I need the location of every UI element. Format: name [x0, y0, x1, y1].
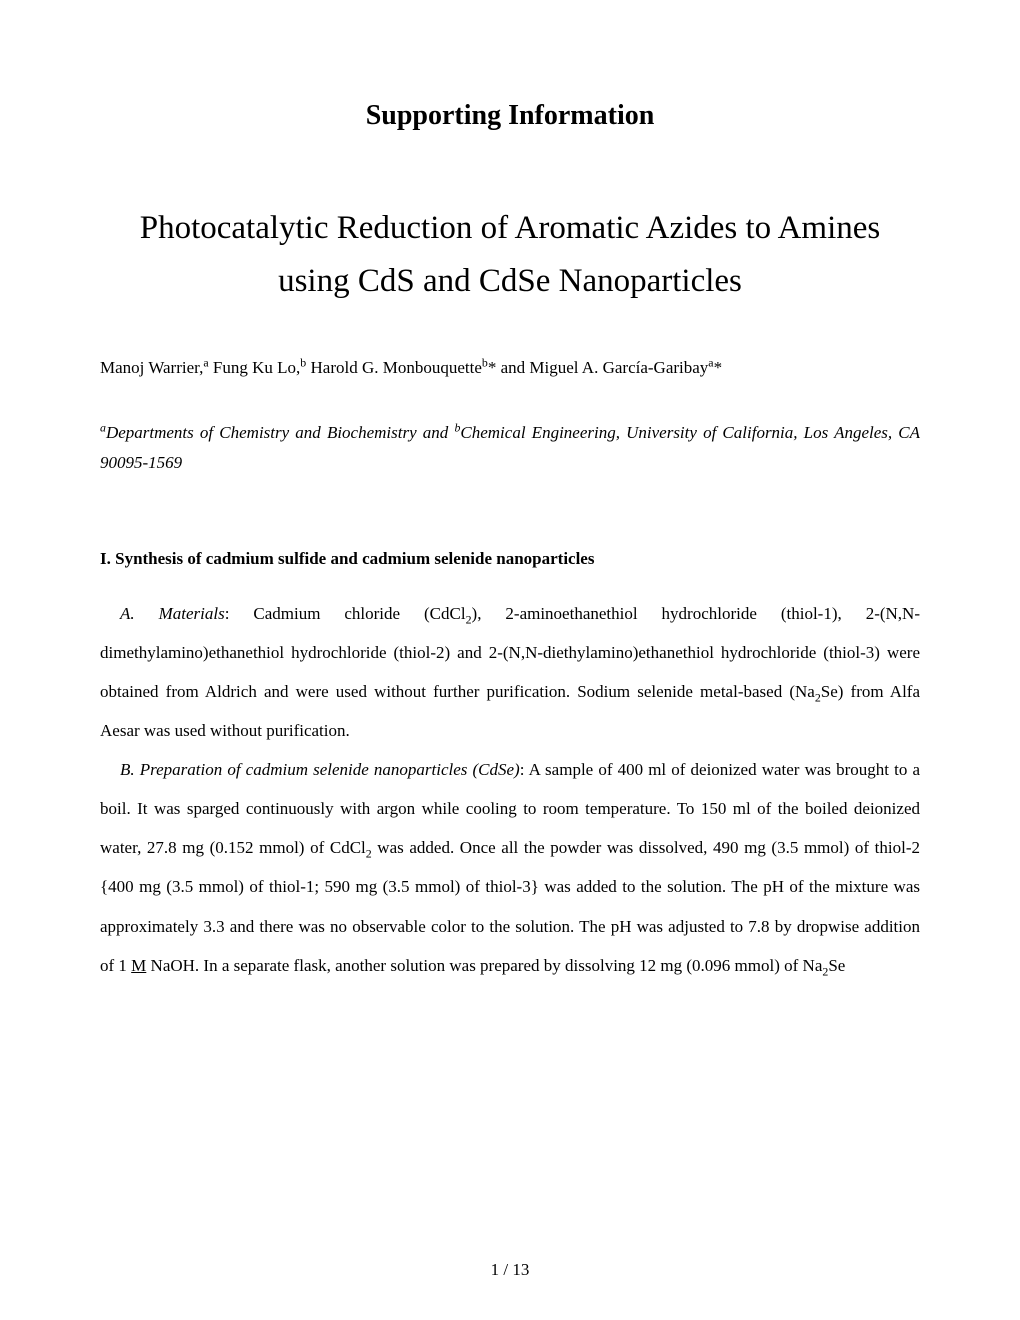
p1-materials-label: A. Materials	[120, 604, 225, 623]
affiliation-text-1: Departments of Chemistry and Biochemistr…	[106, 423, 454, 442]
author-1: Manoj Warrier,	[100, 358, 203, 377]
body-paragraph-2: B. Preparation of cadmium selenide nanop…	[100, 750, 920, 985]
p2-text-4: Se	[828, 956, 845, 975]
section-heading: I. Synthesis of cadmium sulfide and cadm…	[100, 549, 920, 569]
author-4-star: *	[714, 358, 723, 377]
p2-text-2: was added. Once all the powder was disso…	[100, 838, 920, 974]
body-paragraph-1: A. Materials: Cadmium chloride (CdCl2), …	[100, 594, 920, 750]
page-number: 1 / 13	[0, 1260, 1020, 1280]
authors-line: Manoj Warrier,a Fung Ku Lo,b Harold G. M…	[100, 358, 920, 378]
affiliation: aDepartments of Chemistry and Biochemist…	[100, 418, 920, 479]
p1-text-1: : Cadmium chloride (CdCl	[225, 604, 466, 623]
title-line-2: using CdS and CdSe Nanoparticles	[278, 263, 742, 299]
p2-text-3: NaOH. In a separate flask, another solut…	[146, 956, 822, 975]
document-page: Supporting Information Photocatalytic Re…	[0, 0, 1020, 1320]
title-line-1: Photocatalytic Reduction of Aromatic Azi…	[140, 210, 881, 246]
p2-molar-M: M	[131, 956, 146, 975]
paper-title: Photocatalytic Reduction of Aromatic Azi…	[100, 202, 920, 308]
author-4: and Miguel A. García-Garibay	[496, 358, 708, 377]
author-2: Fung Ku Lo,	[209, 358, 301, 377]
supporting-info-header: Supporting Information	[100, 100, 920, 132]
p2-prep-label: B. Preparation of cadmium selenide nanop…	[120, 760, 520, 779]
author-3: Harold G. Monbouquette	[306, 358, 482, 377]
